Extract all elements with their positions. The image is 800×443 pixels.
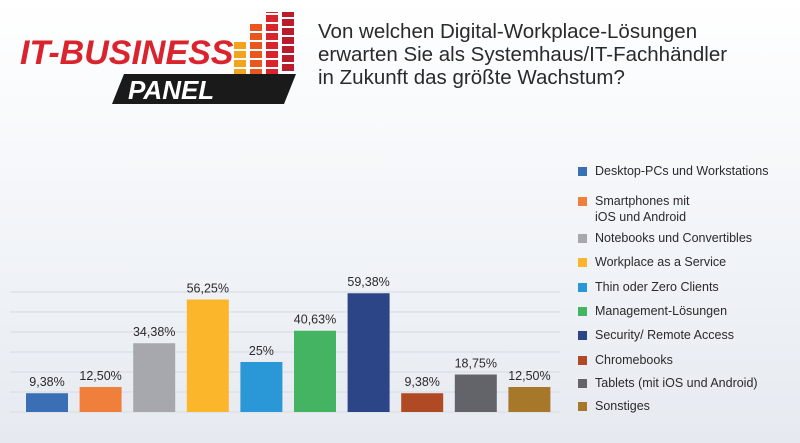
value-label-9: 18,75% <box>455 357 497 371</box>
legend-item-7: Security/ Remote Access <box>578 327 793 343</box>
value-label-6: 40,63% <box>294 313 336 327</box>
bar-9 <box>454 374 497 412</box>
legend-label-line: Sonstiges <box>595 399 650 413</box>
logo-text-panel: PANEL <box>128 75 214 105</box>
logo-bar-segment <box>250 69 262 76</box>
value-label-2: 12,50% <box>79 369 121 383</box>
logo-bar-segment <box>250 33 262 40</box>
logo-bar-segment <box>282 55 294 62</box>
logo-panel-band <box>112 74 296 104</box>
logo-bar-segment <box>282 64 294 71</box>
legend-swatch <box>578 379 587 388</box>
value-label-7: 59,38% <box>347 275 389 289</box>
legend-swatch <box>578 234 587 243</box>
logo-bar-segment <box>266 15 278 22</box>
legend-label-line: Chromebooks <box>595 353 673 367</box>
bar-7 <box>347 293 390 412</box>
legend-label-line: Notebooks und Convertibles <box>595 231 753 245</box>
legend-item-2: Smartphones mit iOS und Android <box>578 193 793 225</box>
title-line-1: Von welchen Digital-Workplace-Lösungen <box>318 20 698 43</box>
legend-label: Sonstiges <box>595 398 650 414</box>
legend-item-10: Sonstiges <box>578 398 793 414</box>
value-label-10: 12,50% <box>508 369 550 383</box>
legend-label-line: Management-Lösungen <box>595 304 728 318</box>
legend-label: Chromebooks <box>595 352 673 368</box>
logo-bar-segment <box>234 51 246 58</box>
legend-label-line: Desktop-PCs und Workstations <box>595 164 769 178</box>
chart-bars <box>26 293 551 412</box>
legend-item-3: Notebooks und Convertibles <box>578 230 793 246</box>
value-label-4: 56,25% <box>187 282 229 296</box>
legend-label: Security/ Remote Access <box>595 327 734 343</box>
logo-bar-segment <box>234 42 246 49</box>
legend-item-9: Tablets (mit iOS und Android) <box>578 375 793 391</box>
legend-swatch <box>578 402 587 411</box>
legend-label: Thin oder Zero Clients <box>595 279 719 295</box>
legend-swatch <box>578 167 587 176</box>
logo-bar-segment <box>266 12 278 13</box>
logo-bar-segment <box>266 60 278 67</box>
legend-label: Smartphones mit iOS und Android <box>595 193 689 225</box>
legend-label-line: Thin oder Zero Clients <box>595 280 719 294</box>
legend-swatch <box>578 331 587 340</box>
logo-bar-segment <box>282 37 294 44</box>
chart-title: Von welchen Digital-Workplace-Lösungen e… <box>318 20 788 89</box>
logo-bar-segment <box>266 51 278 58</box>
legend-item-6: Management-Lösungen <box>578 303 793 319</box>
bar-5 <box>240 362 283 412</box>
logo-bar-segment <box>266 24 278 31</box>
bar-10 <box>508 387 551 412</box>
bar-2 <box>79 387 122 412</box>
bar-3 <box>133 343 176 412</box>
value-label-3: 34,38% <box>133 325 175 339</box>
logo-bar-segment <box>266 42 278 49</box>
logo-bar-segment <box>234 69 246 76</box>
value-label-1: 9,38% <box>29 375 64 389</box>
logo-bar-segment <box>282 28 294 35</box>
legend-label: Tablets (mit iOS und Android) <box>595 375 758 391</box>
logo-bar-segment <box>234 60 246 67</box>
legend-item-1: Desktop-PCs und Workstations <box>578 163 793 179</box>
logo-bar-segment <box>250 51 262 58</box>
legend-label-line: Tablets (mit iOS und Android) <box>595 376 758 390</box>
legend-item-8: Chromebooks <box>578 352 793 368</box>
logo-bar-segment <box>250 24 262 31</box>
legend-label: Notebooks und Convertibles <box>595 230 752 246</box>
legend-label-line: iOS und Android <box>595 210 687 224</box>
logo-bar-segment <box>282 19 294 26</box>
legend-label-line: Workplace as a Service <box>595 255 727 269</box>
legend-label-line: Smartphones mit <box>595 194 690 208</box>
legend-swatch <box>578 283 587 292</box>
legend-swatch <box>578 258 587 267</box>
logo-bar-segment <box>266 69 278 76</box>
bar-1 <box>26 393 68 412</box>
logo-bar-segment <box>282 12 294 17</box>
legend-label-line: Security/ Remote Access <box>595 328 734 342</box>
legend-item-4: Workplace as a Service <box>578 254 793 270</box>
legend-swatch <box>578 356 587 365</box>
it-business-panel-logo: IT-BUSINESS PANEL <box>20 12 296 105</box>
bar-chart: 9,38% 12,50% 34,38% 56,25% 25% 40,63% 59,38% 9,… <box>10 275 560 413</box>
legend-swatch <box>578 307 587 316</box>
value-label-5: 25% <box>249 344 274 358</box>
bar-6 <box>294 330 336 412</box>
bar-4 <box>186 299 229 412</box>
title-line-2: erwarten Sie als Systemhaus/IT-Fachhändl… <box>318 43 728 66</box>
logo-bar-segment <box>250 60 262 67</box>
legend-swatch <box>578 197 587 206</box>
value-label-8: 9,38% <box>404 375 439 389</box>
legend-label: Workplace as a Service <box>595 254 726 270</box>
logo-bar-segment <box>282 46 294 53</box>
chart-value-labels: 9,38% 12,50% 34,38% 56,25% 25% 40,63% 59,38% 9,… <box>29 275 550 389</box>
logo-bars-icon <box>234 12 294 76</box>
logo-text-it-business: IT-BUSINESS <box>20 34 234 72</box>
legend-label: Management-Lösungen <box>595 303 727 319</box>
legend-item-5: Thin oder Zero Clients <box>578 279 793 295</box>
title-line-3: in Zukunft das größte Wachstum? <box>318 66 625 89</box>
legend-label: Desktop-PCs und Workstations <box>595 163 768 179</box>
bar-8 <box>401 393 444 412</box>
logo-bar-segment <box>266 33 278 40</box>
logo-bar-segment <box>250 42 262 49</box>
